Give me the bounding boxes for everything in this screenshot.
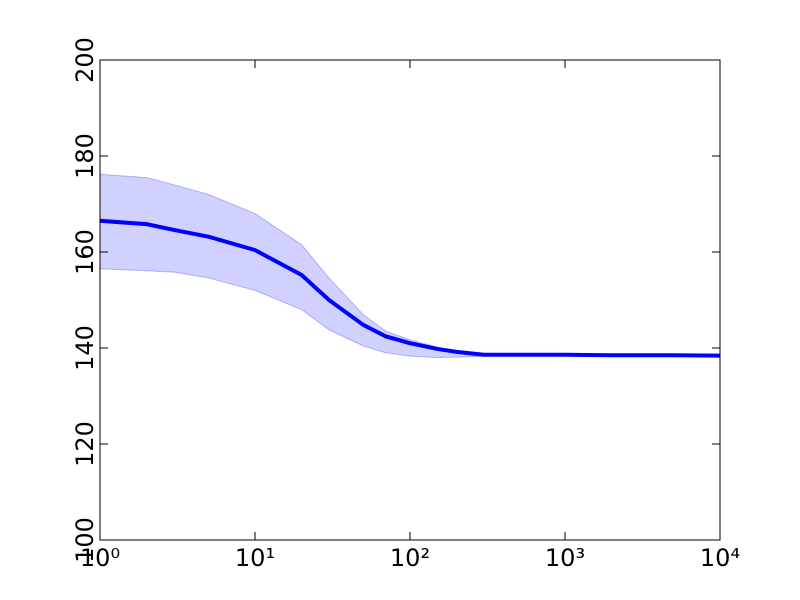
y-tick-label: 100 [71,517,99,563]
x-tick-label: 10³ [545,544,585,572]
y-tick-label: 160 [71,229,99,275]
x-tick-label: 10¹ [235,544,275,572]
line [99,218,721,358]
y-tick-label: 140 [71,325,99,371]
x-tick-label: 10⁰ [80,544,120,572]
x-tick-label: 10⁴ [700,544,740,572]
y-tick-label: 180 [71,133,99,179]
x-tick-label: 10² [390,544,430,572]
y-tick-label: 200 [71,37,99,83]
y-tick-label: 120 [71,421,99,467]
